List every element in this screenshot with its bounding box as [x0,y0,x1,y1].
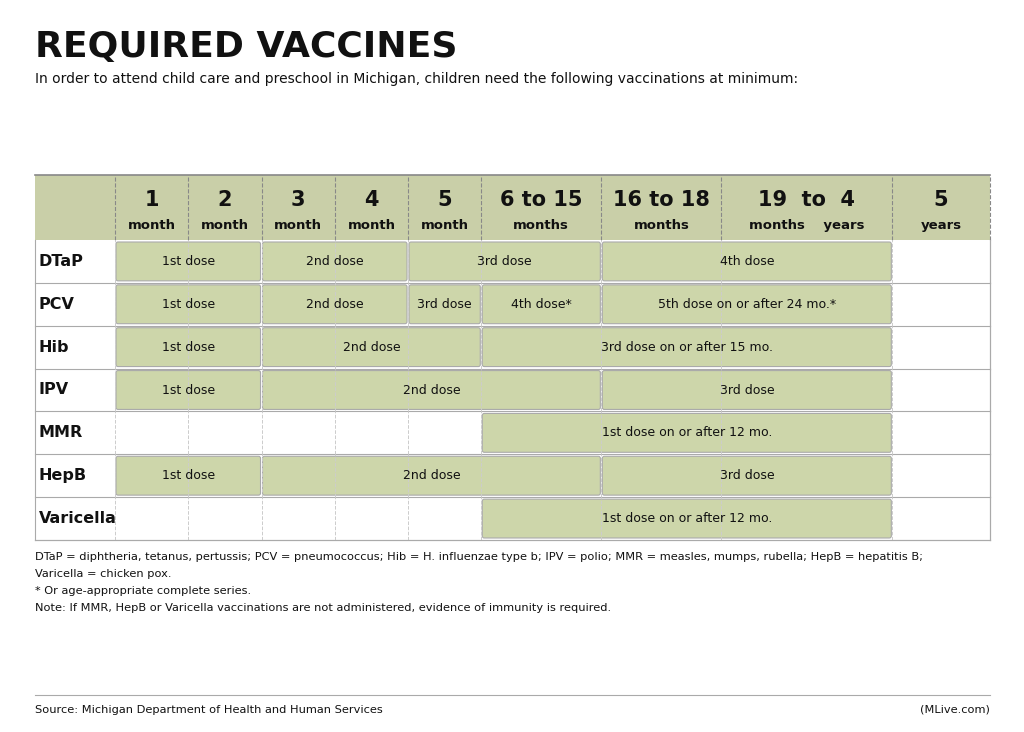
FancyBboxPatch shape [409,285,480,324]
FancyBboxPatch shape [409,242,600,281]
Text: Varicella: Varicella [39,511,117,526]
Text: REQUIRED VACCINES: REQUIRED VACCINES [35,30,458,64]
FancyBboxPatch shape [262,328,480,367]
Text: 4th dose: 4th dose [720,255,774,268]
FancyBboxPatch shape [482,328,891,367]
FancyBboxPatch shape [116,370,260,409]
Text: HepB: HepB [39,468,87,483]
FancyBboxPatch shape [116,242,260,281]
Text: month: month [421,219,469,232]
Text: 1st dose on or after 12 mo.: 1st dose on or after 12 mo. [602,426,772,439]
FancyBboxPatch shape [116,285,260,324]
Text: years: years [921,219,962,232]
Text: Varicella = chicken pox.: Varicella = chicken pox. [35,569,171,579]
Text: 2nd dose: 2nd dose [402,384,460,397]
Text: IPV: IPV [39,383,70,397]
Text: 3rd dose: 3rd dose [720,469,774,482]
Text: Source: Michigan Department of Health and Human Services: Source: Michigan Department of Health an… [35,705,383,715]
Text: In order to attend child care and preschool in Michigan, children need the follo: In order to attend child care and presch… [35,72,798,86]
Text: 5: 5 [934,190,948,209]
Bar [35,175,990,240]
FancyBboxPatch shape [602,370,891,409]
FancyBboxPatch shape [602,456,891,495]
Text: MMR: MMR [39,425,83,441]
Text: 5: 5 [437,190,452,209]
Text: 19  to  4: 19 to 4 [759,190,855,209]
Text: 2nd dose: 2nd dose [343,340,400,354]
Text: 2: 2 [218,190,232,209]
FancyBboxPatch shape [116,456,260,495]
FancyBboxPatch shape [482,285,600,324]
Text: Hib: Hib [39,340,70,354]
Text: months: months [513,219,569,232]
Text: (MLive.com): (MLive.com) [921,705,990,715]
FancyBboxPatch shape [262,242,407,281]
Text: 3rd dose: 3rd dose [418,298,472,311]
Text: 2nd dose: 2nd dose [402,469,460,482]
FancyBboxPatch shape [482,414,891,452]
Text: DTaP = diphtheria, tetanus, pertussis; PCV = pneumococcus; Hib = H. influenzae t: DTaP = diphtheria, tetanus, pertussis; P… [35,552,923,562]
Text: 1: 1 [144,190,159,209]
Text: 16 to 18: 16 to 18 [613,190,710,209]
Text: 2nd dose: 2nd dose [306,298,364,311]
Text: 6 to 15: 6 to 15 [500,190,583,209]
Text: Note: If MMR, HepB or Varicella vaccinations are not administered, evidence of i: Note: If MMR, HepB or Varicella vaccinat… [35,603,611,613]
Text: DTaP: DTaP [39,254,84,269]
Text: 5th dose on or after 24 mo.*: 5th dose on or after 24 mo.* [657,298,836,311]
Text: PCV: PCV [39,296,75,312]
Text: 1st dose on or after 12 mo.: 1st dose on or after 12 mo. [602,512,772,525]
FancyBboxPatch shape [602,285,891,324]
Text: 1st dose: 1st dose [162,340,215,354]
FancyBboxPatch shape [262,370,600,409]
Text: months    years: months years [750,219,864,232]
Text: 2nd dose: 2nd dose [306,255,364,268]
Text: 3rd dose: 3rd dose [720,384,774,397]
Text: 1st dose: 1st dose [162,384,215,397]
Text: month: month [201,219,249,232]
FancyBboxPatch shape [116,328,260,367]
Text: month: month [274,219,323,232]
FancyBboxPatch shape [262,285,407,324]
FancyBboxPatch shape [482,499,891,538]
FancyBboxPatch shape [262,456,600,495]
Text: month: month [347,219,395,232]
Text: 1st dose: 1st dose [162,469,215,482]
Text: 1st dose: 1st dose [162,298,215,311]
Text: 4: 4 [365,190,379,209]
Text: 1st dose: 1st dose [162,255,215,268]
Text: 3: 3 [291,190,305,209]
Text: 3rd dose: 3rd dose [477,255,532,268]
Text: month: month [128,219,176,232]
FancyBboxPatch shape [602,242,891,281]
Text: months: months [634,219,689,232]
Text: 4th dose*: 4th dose* [511,298,571,311]
Text: * Or age-appropriate complete series.: * Or age-appropriate complete series. [35,586,251,596]
Text: 3rd dose on or after 15 mo.: 3rd dose on or after 15 mo. [601,340,773,354]
